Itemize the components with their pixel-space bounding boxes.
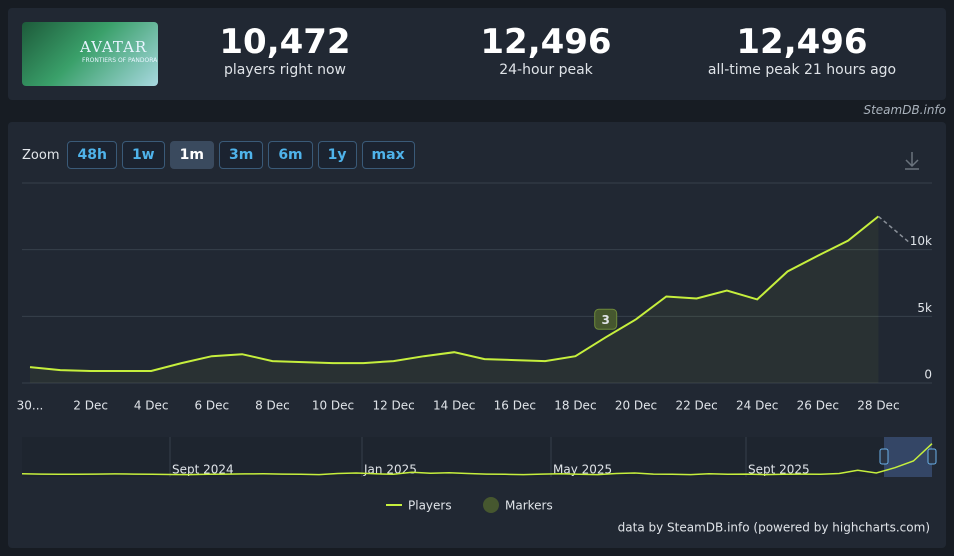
stat-label: players right now — [224, 62, 346, 78]
zoom-button[interactable]: max — [361, 141, 415, 169]
zoom-bar: Zoom 48h 1w 1m 3m 6m 1y max — [22, 141, 415, 169]
x-tick-label: 2 Dec — [73, 399, 108, 413]
x-tick-label: 16 Dec — [494, 399, 536, 413]
x-tick-label: 30... — [17, 399, 44, 413]
x-tick-label: 20 Dec — [615, 399, 657, 413]
game-logo: AVATAR FRONTIERS OF PANDORA — [22, 22, 158, 86]
y-tick-label: 0 — [924, 368, 932, 382]
logo-title: AVATAR — [80, 38, 148, 56]
stat-value: 12,496 — [480, 22, 612, 62]
x-tick-label: 6 Dec — [194, 399, 229, 413]
zoom-button[interactable]: 1y — [317, 141, 357, 169]
x-tick-label: 18 Dec — [554, 399, 596, 413]
navigator-label: Sept 2025 — [748, 463, 810, 477]
zoom-button[interactable]: 1w — [121, 141, 165, 169]
x-tick-label: 14 Dec — [433, 399, 475, 413]
x-tick-label: 8 Dec — [255, 399, 290, 413]
y-tick-label: 5k — [917, 301, 932, 315]
navigator-label: May 2025 — [553, 463, 612, 477]
x-tick-label: 10 Dec — [312, 399, 354, 413]
x-tick-label: 28 Dec — [857, 399, 899, 413]
marker — [594, 308, 618, 330]
zoom-label: Zoom — [22, 147, 60, 163]
stat-value: 10,472 — [219, 22, 351, 62]
stat-label: all-time peak 21 hours ago — [707, 62, 897, 78]
stats-panel: AVATAR FRONTIERS OF PANDORA 10,472 player… — [8, 8, 946, 100]
zoom-button[interactable]: 6m — [268, 141, 313, 169]
x-tick-label: 4 Dec — [134, 399, 169, 413]
zoom-button[interactable]: 48h — [67, 141, 117, 169]
navigator-handle — [879, 448, 889, 465]
y-tick-label: 10k — [910, 234, 932, 248]
download-icon[interactable] — [905, 152, 919, 170]
players-line — [29, 215, 880, 372]
navigator-handle — [927, 448, 937, 465]
current-line — [877, 215, 911, 244]
chart: 0 5k 10k 30... 2 Dec 4 Dec 6 Dec 8 Dec 10 Dec 12 … — [17, 152, 937, 535]
logo-subtitle: FRONTIERS OF PANDORA — [82, 57, 158, 64]
area — [30, 216, 879, 383]
stat-label: 24-hour peak — [499, 62, 593, 78]
x-tick-label: 12 Dec — [372, 399, 414, 413]
navigator-bg — [22, 437, 932, 477]
credit: data by SteamDB.info (powered by highcha… — [618, 521, 930, 535]
zoom-button[interactable]: 1m — [169, 141, 214, 169]
navigator-line — [21, 443, 933, 476]
stat: 12,496 24-hour peak — [426, 22, 666, 78]
zoom-button[interactable]: 3m — [218, 141, 264, 169]
site-link[interactable]: SteamDB.info — [863, 103, 946, 117]
stat-value: 12,496 — [736, 22, 868, 62]
legend-marker — [483, 497, 499, 513]
stat: 10,472 players right now — [165, 22, 405, 78]
chart-panel: Zoom 48h 1w 1m 3m 6m 1y max 0 5k 10k 30... 2 Dec 4 D… — [8, 122, 946, 548]
x-tick-label: 22 Dec — [675, 399, 717, 413]
legend-label: Players — [408, 499, 452, 513]
x-tick-label: 24 Dec — [736, 399, 778, 413]
x-tick-label: 26 Dec — [797, 399, 839, 413]
stat: 12,496 all-time peak 21 hours ago — [682, 22, 922, 78]
legend-label: Markers — [505, 499, 553, 513]
marker-label: 3 — [602, 313, 610, 327]
navigator-label: Sept 2024 — [172, 463, 234, 477]
navigator-window — [884, 437, 932, 477]
